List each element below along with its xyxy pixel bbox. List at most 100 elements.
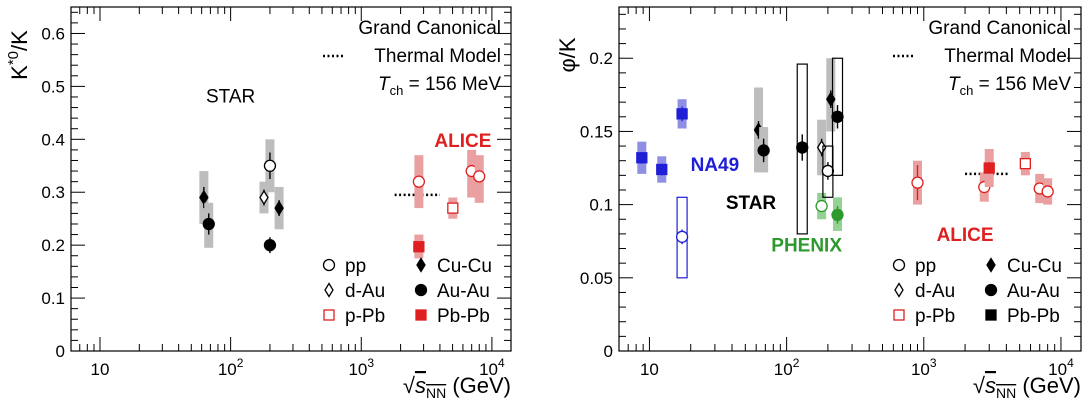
x-tick-exponent: 3 (930, 356, 937, 370)
x-tick-label: 104 (1048, 356, 1074, 379)
marker-diamond (259, 189, 269, 206)
x-axis-title-s: s (415, 373, 426, 398)
marker-circle (473, 170, 486, 183)
y-tick-label: 0.05 (580, 269, 613, 288)
data-point (831, 197, 844, 231)
data-point (656, 156, 668, 183)
y-tick-label: 0.5 (41, 77, 65, 96)
legend-label: Cu-Cu (1007, 256, 1062, 277)
data-point (757, 127, 770, 173)
y-tick-label: 0.1 (589, 196, 613, 215)
y-tick-label: 0 (604, 342, 613, 361)
marker-circle (263, 239, 277, 252)
data-point (911, 160, 924, 205)
x-axis-title-sub: NN (426, 385, 446, 400)
x-axis-title: √sNN (GeV) (403, 373, 511, 400)
data-point (816, 119, 827, 176)
marker-circle (202, 217, 215, 231)
experiment-label: ALICE (937, 225, 994, 246)
model-title-line-2: Thermal Model (944, 46, 1071, 67)
x-tick-label: 10 (640, 360, 659, 379)
model-temperature-sub: ch (960, 83, 974, 98)
x-tick-base: 10 (1048, 360, 1067, 379)
data-point (473, 155, 486, 203)
legend-entry: p-Pb (323, 306, 385, 327)
marker-square (413, 241, 425, 253)
model-temperature-value: = 156 MeV (403, 74, 501, 95)
x-axis-title-sqrt: √ (403, 373, 416, 398)
legend-entry: Pb-Pb (985, 306, 1060, 327)
data-point (815, 192, 828, 220)
x-tick-label: 103 (348, 356, 374, 379)
legend-marker-diamond (324, 282, 334, 298)
marker-square (1019, 157, 1031, 170)
legend-entry: d-Au (894, 281, 955, 302)
marker-circle (831, 208, 844, 222)
y-axis-title-sup: *0 (5, 51, 22, 65)
legend-marker-circle (414, 283, 428, 297)
y-tick-label: 0.2 (589, 49, 613, 68)
experiment-label: NA49 (691, 155, 740, 176)
marker-circle (1041, 185, 1054, 198)
legend-marker-square (985, 309, 997, 321)
x-tick-base: 10 (479, 360, 498, 379)
x-tick-base: 10 (218, 360, 237, 379)
y-tick-label: 0.2 (41, 236, 65, 255)
legend-entry: Cu-Cu (986, 256, 1062, 277)
data-point (831, 57, 844, 176)
legend-label: Pb-Pb (1007, 306, 1060, 327)
legend-marker-diamond (986, 257, 996, 273)
data-point (263, 237, 277, 254)
x-axis-title-unit: (GeV) (446, 373, 511, 398)
x-tick-base: 10 (911, 360, 930, 379)
legend-marker-square (415, 309, 427, 321)
legend-marker-diamond (416, 257, 426, 273)
plot-frame (618, 6, 1082, 352)
model-title-line-1: Grand Canonical (928, 18, 1071, 39)
y-tick-label: 0.4 (41, 130, 65, 149)
x-axis-title-s: s (985, 373, 996, 398)
marker-square (636, 152, 648, 164)
y-tick-label: 0.15 (580, 122, 613, 141)
legend-entry: Pb-Pb (415, 306, 490, 327)
experiment-label: STAR (726, 193, 777, 214)
marker-circle (815, 199, 828, 213)
marker-diamond (816, 139, 827, 156)
legend-label: d-Au (345, 281, 385, 302)
data-point (447, 197, 459, 219)
x-axis-title-sub: NN (996, 385, 1016, 400)
legend-label: d-Au (915, 281, 955, 302)
x-tick-exponent: 4 (498, 356, 505, 370)
legend-label: Cu-Cu (437, 256, 492, 277)
data-point (202, 202, 215, 248)
legend-entry: Au-Au (414, 281, 490, 302)
data-point (465, 149, 478, 198)
legend-marker-square (323, 309, 335, 321)
x-tick-label: 102 (218, 356, 244, 379)
data-point (274, 186, 284, 230)
marker-circle (821, 164, 835, 178)
legend-entry: Au-Au (984, 281, 1060, 302)
experiment-label: ALICE (434, 131, 491, 152)
y-axis-title-base: φ/K (555, 37, 580, 72)
legend-marker-circle (984, 283, 998, 297)
x-axis-title: √sNN (GeV) (973, 373, 1081, 400)
legend-entry: pp (892, 256, 936, 277)
marker-circle (263, 159, 277, 172)
x-tick-label: 103 (911, 356, 937, 379)
marker-circle (911, 176, 924, 189)
legend-marker-circle (892, 258, 906, 272)
legend-marker-diamond (894, 282, 904, 298)
model-temperature-sub: ch (390, 83, 404, 98)
x-tick-exponent: 4 (1067, 356, 1074, 370)
y-axis-title: φ/K (555, 37, 580, 72)
x-tick-base: 10 (774, 360, 793, 379)
model-temperature: Tch = 156 MeV (948, 74, 1071, 98)
data-point (983, 148, 995, 188)
marker-square (983, 162, 995, 174)
marker-circle (757, 144, 770, 157)
marker-diamond (274, 200, 284, 216)
y-tick-label: 0.6 (41, 24, 65, 43)
data-point (676, 99, 688, 129)
